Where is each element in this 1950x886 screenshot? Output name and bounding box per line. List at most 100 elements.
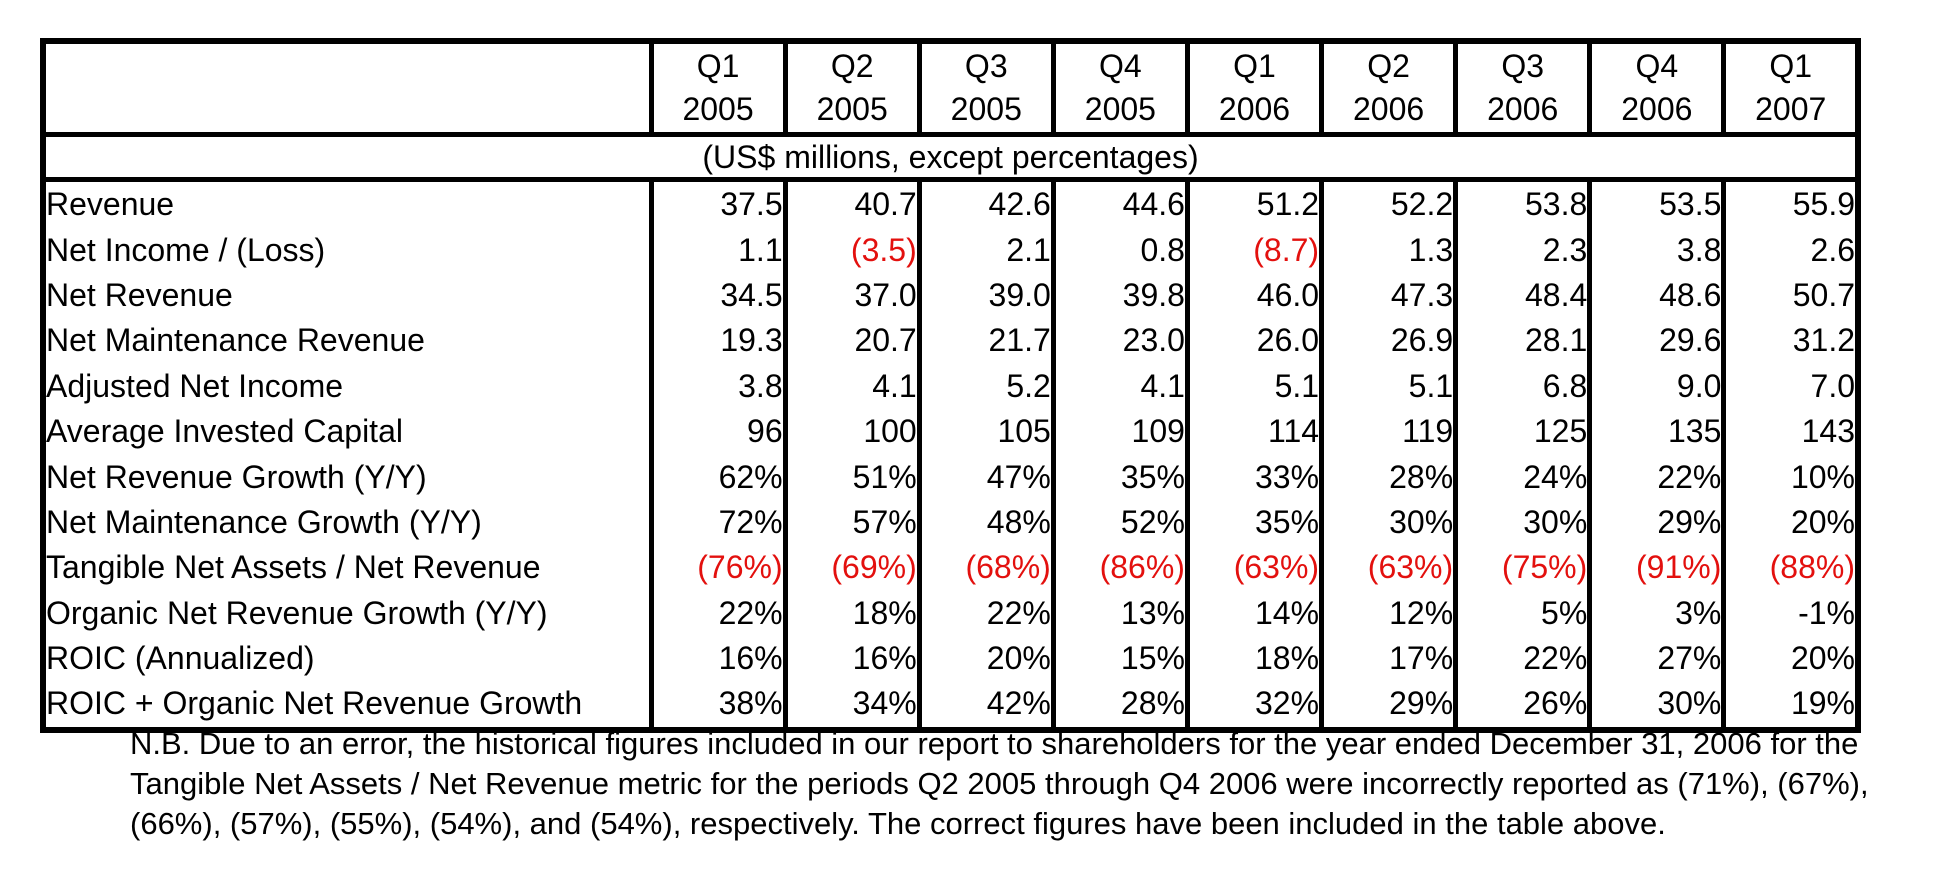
row-label: ROIC (Annualized) [46, 640, 315, 677]
column-header: Q4 2006 [1587, 41, 1724, 137]
value-cell: 18% [782, 590, 920, 636]
value-cell: 44.6 [1050, 179, 1188, 228]
value-cell: 20.7 [782, 318, 920, 364]
value-cell: 28% [1319, 454, 1456, 500]
value-cell: 51% [782, 454, 920, 500]
value-cell: (3.5) [782, 227, 920, 273]
column-quarter: Q2 [1367, 48, 1410, 84]
value-cell: 20% [1721, 635, 1858, 682]
value-cell: 5% [1453, 590, 1590, 636]
value-cell: 28.1 [1453, 318, 1590, 364]
table-row: Average Invested Capital 96 100 105 109 114 11… [43, 408, 1858, 455]
value-cell: 48.4 [1453, 272, 1590, 319]
value-cell: 29% [1587, 499, 1724, 546]
value-cell: 3.8 [1587, 227, 1724, 273]
value-cell: 135 [1587, 408, 1724, 455]
value-cell: 109 [1050, 408, 1188, 455]
value-cell: 119 [1319, 408, 1456, 455]
value-cell: 33% [1184, 454, 1322, 500]
column-header: Q1 2006 [1184, 41, 1322, 137]
column-quarter: Q4 [1099, 48, 1142, 84]
value-cell: 72% [648, 499, 786, 546]
table-row: ROIC + Organic Net Revenue Growth 38% 34% 4… [43, 681, 1858, 730]
column-year: 2005 [1084, 91, 1156, 127]
column-header: Q3 2006 [1453, 41, 1590, 137]
value-cell: 13% [1050, 590, 1188, 636]
value-cell: 40.7 [782, 179, 920, 228]
value-cell: 100 [782, 408, 920, 455]
value-cell: 22% [1587, 454, 1724, 500]
value-cell: 39.8 [1050, 272, 1188, 319]
value-cell: 19.3 [648, 318, 786, 364]
value-cell: 0.8 [1050, 227, 1188, 273]
value-cell: 5.1 [1184, 363, 1322, 409]
value-cell: 20% [1721, 499, 1858, 546]
value-cell: 47% [916, 454, 1054, 500]
value-cell: 34% [782, 681, 920, 730]
value-cell: 1.1 [648, 227, 786, 273]
column-quarter: Q3 [964, 48, 1008, 84]
value-cell: 7.0 [1721, 363, 1858, 409]
value-cell: 26% [1453, 681, 1590, 730]
value-cell: 4.1 [1050, 363, 1188, 409]
value-cell: 38% [648, 681, 786, 730]
table-row: Net Maintenance Growth (Y/Y) 72% 57% 48% 52%… [43, 499, 1858, 546]
value-cell: 42% [916, 681, 1054, 730]
column-year: 2005 [682, 91, 754, 127]
column-header: Q3 2005 [916, 41, 1054, 137]
value-cell: 16% [648, 635, 786, 682]
table-row: Net Revenue Growth (Y/Y) 62% 51% 47% 35% 33% 2… [43, 454, 1858, 500]
value-cell: 22% [1453, 635, 1590, 682]
value-cell: 14% [1184, 590, 1322, 636]
value-cell: 48% [916, 499, 1054, 546]
row-label: Net Revenue [46, 276, 233, 313]
value-cell: 62% [648, 454, 786, 500]
value-cell: 114 [1184, 408, 1322, 455]
column-year: 2006 [1621, 91, 1693, 127]
value-cell: 26.9 [1319, 318, 1456, 364]
table-row: Revenue 37.5 40.7 42.6 44.6 51.2 52.2 53.8 53.5 5… [43, 179, 1858, 228]
value-cell: 51.2 [1184, 179, 1322, 228]
column-year: 2007 [1755, 91, 1827, 127]
column-header: Q1 2007 [1721, 41, 1858, 137]
value-cell: 26.0 [1184, 318, 1322, 364]
table-row: Net Revenue 34.5 37.0 39.0 39.8 46.0 47.3 48.4 4… [43, 272, 1858, 319]
row-label: Net Maintenance Revenue [46, 322, 425, 359]
value-cell: 22% [648, 590, 786, 636]
column-header: Q2 2006 [1319, 41, 1456, 137]
column-header: Q4 2005 [1050, 41, 1188, 137]
value-cell: 19% [1721, 681, 1858, 730]
column-year: 2005 [950, 91, 1022, 127]
column-year: 2006 [1218, 91, 1291, 127]
value-cell: (76%) [648, 545, 786, 591]
value-cell: 21.7 [916, 318, 1054, 364]
table-row: Organic Net Revenue Growth (Y/Y) 22% 18% 22… [43, 590, 1858, 636]
column-quarter: Q3 [1501, 48, 1545, 84]
value-cell: 29% [1319, 681, 1456, 730]
row-label: Net Maintenance Growth (Y/Y) [46, 503, 482, 540]
value-cell: 16% [782, 635, 920, 682]
value-cell: 57% [782, 499, 920, 546]
value-cell: 1.3 [1319, 227, 1456, 273]
value-cell: -1% [1721, 590, 1858, 636]
column-year: 2006 [1487, 91, 1559, 127]
value-cell: 47.3 [1319, 272, 1456, 319]
value-cell: (63%) [1319, 545, 1456, 591]
value-cell: 27% [1587, 635, 1724, 682]
table-row: Tangible Net Assets / Net Revenue (76%) (6… [43, 545, 1858, 591]
value-cell: 28% [1050, 681, 1188, 730]
value-cell: 50.7 [1721, 272, 1858, 319]
value-cell: 125 [1453, 408, 1590, 455]
value-cell: 3% [1587, 590, 1724, 636]
value-cell: 105 [916, 408, 1054, 455]
value-cell: 53.5 [1587, 179, 1724, 228]
value-cell: 29.6 [1587, 318, 1724, 364]
column-header: Q2 2005 [782, 41, 920, 137]
units-row: (US$ millions, except percentages) [43, 134, 1858, 182]
column-quarter: Q1 [1233, 48, 1276, 84]
value-cell: 39.0 [916, 272, 1054, 319]
value-cell: (91%) [1587, 545, 1724, 591]
value-cell: 24% [1453, 454, 1590, 500]
value-cell: 2.3 [1453, 227, 1590, 273]
financial-metrics-table: Q1 2005 Q2 2005 Q3 2005 Q4 2005 Q1 2006 Q2 2006 Q3 20… [40, 38, 1861, 733]
